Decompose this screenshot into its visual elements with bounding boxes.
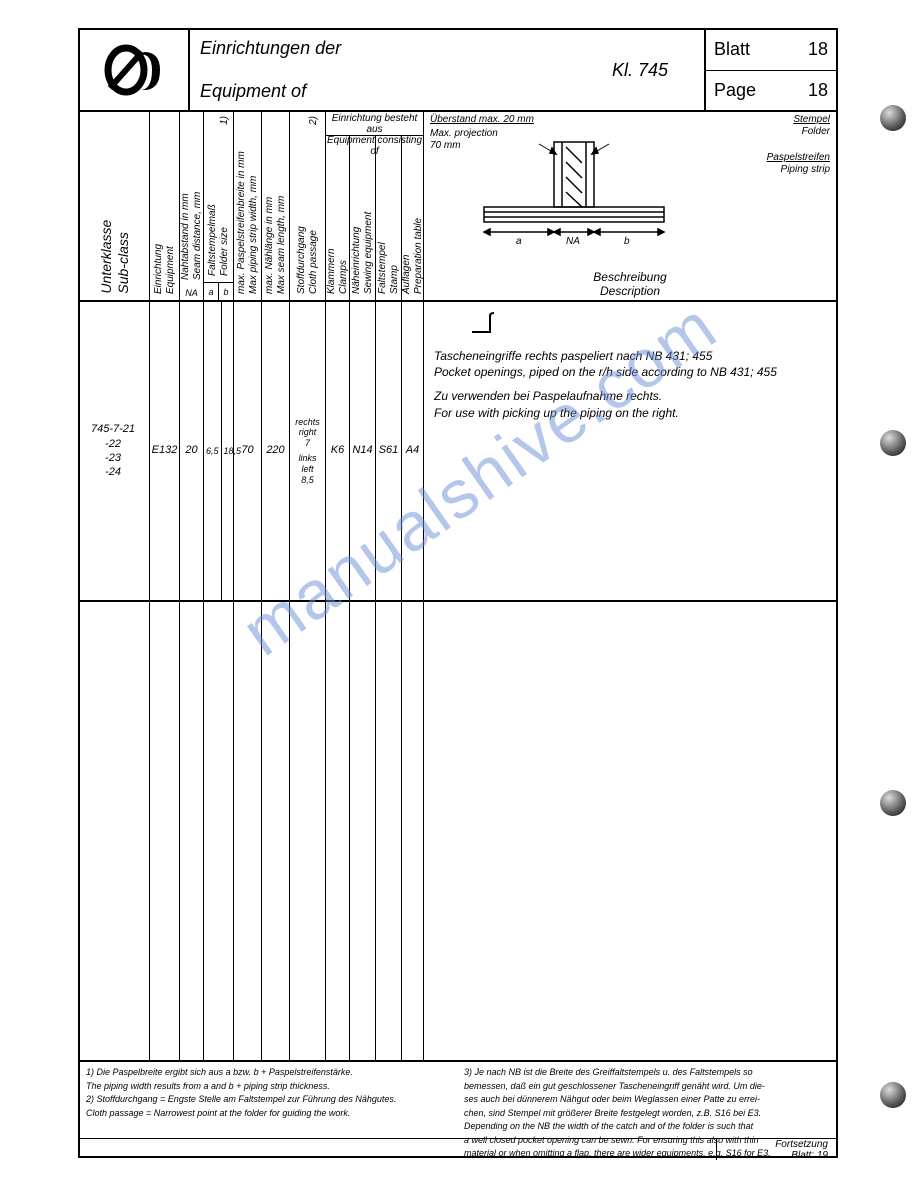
- col-stamp: FaltstempelStamp: [376, 136, 402, 300]
- cell-subclass: 745-7-21 -22 -23 -24: [80, 302, 150, 1060]
- cell-klammern: K6: [326, 302, 349, 602]
- cell-equipment: E132: [150, 302, 179, 602]
- footnote-3b: bemessen, daß ein gut geschlossener Tasc…: [464, 1080, 830, 1094]
- binder-hole: [880, 430, 906, 456]
- footnote-2-de: 2) Stoffdurchgang = Engste Stelle am Fal…: [86, 1093, 452, 1107]
- cell-na: 20: [180, 302, 203, 602]
- page-label: Page: [714, 80, 756, 101]
- col-group-equip: Einrichtung besteht aus Equipment consis…: [326, 112, 424, 300]
- desc-label-en: Description: [600, 284, 660, 298]
- cell-au: A4: [402, 302, 423, 602]
- footnote-1-en: The piping width results from a and b + …: [86, 1080, 452, 1094]
- col-b: b: [219, 283, 233, 300]
- footnote-3e: Depending on the NB the width of the cat…: [464, 1120, 830, 1134]
- col-subclass: Unterklasse Sub-class: [80, 112, 150, 300]
- col-equipment: Einrichtung Equipment: [150, 112, 180, 300]
- cell-ne: N14: [350, 302, 375, 602]
- column-headers: Unterklasse Sub-class Einrichtung Equipm…: [80, 112, 836, 302]
- desc-label-de: Beschreibung: [593, 270, 666, 284]
- table-body: 745-7-21 -22 -23 -24 E132 20 6,5 18,5 70…: [80, 302, 836, 1062]
- col-seam-length: max. Nählänge in mm Max seam length, mm: [262, 112, 290, 300]
- binder-hole: [880, 105, 906, 131]
- footnote-2-en: Cloth passage = Narrowest point at the f…: [86, 1107, 452, 1121]
- fortsetzung-label: Fortsetzung: [725, 1139, 828, 1150]
- svg-text:NA: NA: [566, 236, 580, 247]
- continuation-block: Fortsetzung Blatt: 19: [80, 1138, 836, 1160]
- title-en: Equipment of: [200, 81, 566, 102]
- binder-hole: [880, 1082, 906, 1108]
- cell-a: 6,5: [204, 302, 222, 600]
- cell-fst: S61: [376, 302, 401, 602]
- title-block: Einrichtungen der Equipment of Kl. 745 B…: [80, 30, 836, 112]
- col-folder-size: 1) Faltstempelmaß Folder size a b: [204, 112, 234, 300]
- footnote-3d: chen, sind Stempel mit größerer Breite f…: [464, 1107, 830, 1121]
- footnotes: 1) Die Paspelbreite ergibt sich aus a bz…: [80, 1062, 836, 1138]
- svg-text:b: b: [624, 236, 630, 247]
- cell-nl: 220: [262, 302, 289, 602]
- cell-psb: 70: [234, 302, 261, 602]
- col-a: a: [204, 283, 219, 300]
- col-cloth-passage: 2) Stoffdurchgang Cloth passage: [290, 112, 326, 300]
- col-clamps: KlammernClamps: [326, 136, 350, 300]
- col-sewing-equip: NäheinrichtungSewing equipment: [350, 136, 376, 300]
- technical-sheet: Einrichtungen der Equipment of Kl. 745 B…: [78, 28, 838, 1158]
- blatt-num: 18: [808, 39, 828, 60]
- cell-sd: rechts right 7 links left 8,5: [290, 302, 325, 602]
- cell-description: Tascheneingriffe rechts paspeliert nach …: [424, 302, 836, 602]
- page-num: 18: [808, 80, 828, 101]
- folder-diagram: Überstand max. 20 mm Max. projection 70 …: [424, 112, 836, 268]
- col-description: Überstand max. 20 mm Max. projection 70 …: [424, 112, 836, 300]
- blatt-label: Blatt: [714, 39, 750, 60]
- col-prep-table: AuflagenPreparation table: [402, 136, 423, 300]
- binder-hole: [880, 790, 906, 816]
- company-logo: [80, 30, 190, 110]
- col-seam-distance: NA Nahtabstand in mm Seam distance, mm: [180, 112, 204, 300]
- svg-text:a: a: [516, 236, 522, 247]
- footnote-1-de: 1) Die Paspelbreite ergibt sich aus a bz…: [86, 1066, 452, 1080]
- footnote-3a: 3) Je nach NB ist die Breite des Greiffa…: [464, 1066, 830, 1080]
- footnote-3c: ses auch bei dünnerem Nähgut oder beim W…: [464, 1093, 830, 1107]
- col-piping-width: max. Paspelstreifenbreite in mm Max pipi…: [234, 112, 262, 300]
- doc-title: Einrichtungen der Equipment of: [190, 30, 576, 110]
- page-number-block: Blatt 18 Page 18: [706, 30, 836, 110]
- next-blatt: Blatt: 19: [725, 1150, 828, 1161]
- title-de: Einrichtungen der: [200, 38, 566, 59]
- pocket-symbol-icon: [464, 310, 504, 340]
- class-number: Kl. 745: [576, 30, 706, 110]
